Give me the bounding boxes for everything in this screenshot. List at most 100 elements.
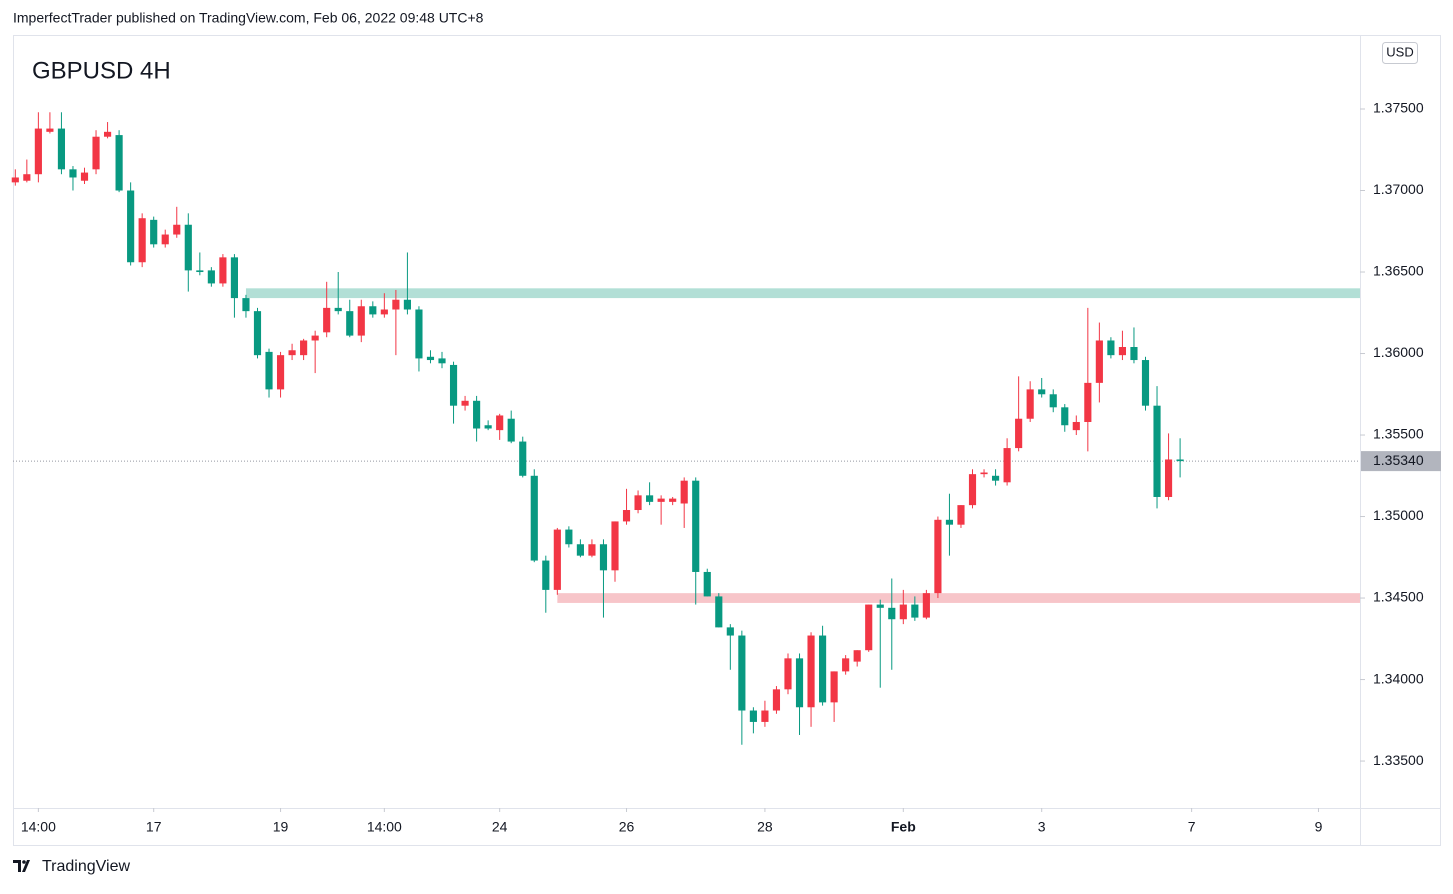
candle-body (692, 480, 700, 572)
candle-body (92, 136, 100, 170)
y-tick-label: 1.35500 (1373, 426, 1424, 442)
candle-body (865, 604, 873, 651)
candle-body (761, 710, 769, 722)
x-tick-label: 24 (492, 819, 508, 835)
candle-body (553, 529, 561, 590)
y-tick-label: 1.36500 (1373, 263, 1424, 279)
candle-body (807, 635, 815, 708)
candle-body (634, 495, 642, 511)
candle-body (519, 441, 527, 476)
x-tick-label: 14:00 (21, 819, 56, 835)
candle-body (403, 299, 411, 310)
candle-body (703, 571, 711, 597)
x-tick-label: 19 (273, 819, 289, 835)
candle-body (542, 560, 550, 590)
candle-body (288, 350, 296, 356)
candle-body (622, 510, 631, 522)
candle-body (957, 505, 965, 525)
candle-body (484, 425, 492, 429)
candle-body (196, 270, 204, 273)
footer-logo (13, 860, 30, 872)
candle-body (795, 658, 804, 708)
candle-body (1130, 347, 1138, 361)
candle-body (1026, 389, 1034, 419)
candle-body (415, 309, 423, 359)
frame (13, 35, 1441, 846)
candle-body (461, 400, 469, 406)
candle-body (1176, 459, 1184, 462)
candle-body (161, 234, 169, 245)
candle-body (876, 604, 884, 608)
candle-body (57, 128, 66, 170)
zone (557, 593, 1360, 603)
candle-body (496, 415, 504, 431)
candle-body (357, 306, 365, 336)
candle-body (1118, 347, 1127, 356)
last-price-label: 1.35340 (1373, 452, 1424, 468)
candle-body (819, 635, 827, 703)
x-tick-label: 28 (757, 819, 773, 835)
x-tick-label: 3 (1038, 819, 1046, 835)
candle-body (749, 710, 757, 722)
candle-body (934, 519, 942, 594)
candle-body (392, 299, 400, 310)
footer-brand: TradingView (42, 858, 130, 875)
candle-body (1049, 394, 1057, 408)
candle-body (1072, 421, 1080, 431)
candle-body (588, 544, 596, 556)
candle-body (1141, 360, 1150, 406)
candle-body (265, 351, 273, 390)
candle-body (646, 495, 654, 502)
candle-body (726, 627, 734, 636)
candle-body (473, 400, 481, 429)
candle-body (576, 544, 584, 556)
candle-body (530, 475, 538, 561)
candle-body (680, 480, 688, 504)
candle-body (565, 529, 573, 545)
candle-body (311, 335, 319, 341)
y-tick-label: 1.36000 (1373, 344, 1424, 360)
candle-body (438, 358, 446, 364)
currency-box (1382, 42, 1418, 64)
candle-body (888, 607, 896, 620)
x-tick-label: 14:00 (367, 819, 402, 835)
x-tick-label: Feb (891, 819, 916, 835)
y-tick-label: 1.34500 (1373, 589, 1424, 605)
candle-body (300, 340, 308, 356)
candle-body (599, 544, 608, 571)
candle-body (922, 593, 930, 618)
candle-body (323, 307, 331, 333)
candle-body (23, 174, 31, 181)
candle-body (242, 298, 250, 312)
candle-body (346, 311, 354, 336)
candle-body (380, 309, 388, 315)
candle-body (34, 128, 42, 175)
x-tick-label: 26 (619, 819, 635, 835)
candle-body (80, 172, 89, 181)
candle-body (369, 306, 377, 315)
candle-body (1003, 448, 1011, 483)
candle-body (184, 224, 192, 271)
candle-body (1095, 340, 1103, 383)
candle-body (968, 474, 977, 506)
y-tick-label: 1.35000 (1373, 507, 1424, 523)
x-tick-label: 9 (1315, 819, 1323, 835)
y-tick-label: 1.37500 (1373, 100, 1424, 116)
candle-body (127, 190, 135, 263)
candle-body (657, 498, 665, 502)
candle-body (1164, 459, 1173, 497)
candle-body (276, 355, 285, 390)
currency-label: USD (1386, 44, 1413, 59)
candle-body (784, 658, 792, 690)
candle-body (669, 498, 677, 502)
candle-body (1107, 340, 1115, 356)
candle-body (1038, 389, 1046, 395)
candle-body (842, 658, 850, 672)
candle-body (334, 307, 342, 312)
x-tick-label: 7 (1188, 819, 1196, 835)
x-tick-label: 17 (146, 819, 162, 835)
candle-body (11, 177, 19, 183)
last-price-box (1361, 451, 1441, 472)
